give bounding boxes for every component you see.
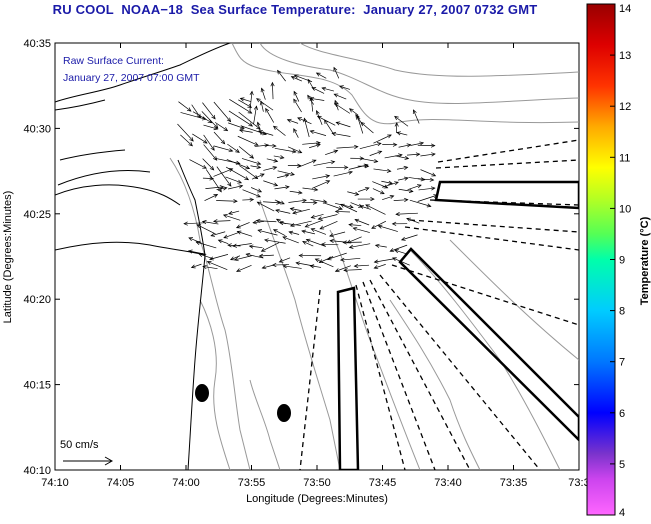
x-axis-title: Longitude (Degrees:Minutes)	[246, 493, 388, 505]
x-tick-label: 74:00	[172, 477, 200, 489]
x-tick-label: 73:3	[568, 477, 589, 489]
colorbar-tick-label: 12	[619, 101, 631, 113]
y-tick-label: 40:30	[23, 123, 51, 135]
y-tick-label: 40:20	[23, 294, 51, 306]
colorbar-tick-label: 9	[619, 255, 625, 267]
x-tick-label: 73:50	[303, 477, 331, 489]
y-axis-title: Latitude (Degrees:Minutes)	[2, 191, 14, 324]
annotation-line1: Raw Surface Current:	[63, 55, 164, 67]
map-frame	[55, 43, 579, 470]
x-tick-label: 73:55	[238, 477, 266, 489]
y-tick-label: 40:10	[23, 465, 51, 477]
colorbar-tick-label: 11	[619, 152, 630, 164]
x-tick-label: 73:45	[369, 477, 397, 489]
colorbar-tick-label: 13	[619, 50, 631, 62]
scale-label: 50 cm/s	[60, 439, 99, 451]
marker-2	[277, 404, 291, 422]
colorbar-tick-label: 5	[619, 459, 625, 471]
y-tick-label: 40:15	[23, 380, 51, 392]
colorbar-tick-label: 7	[619, 357, 625, 369]
colorbar-tick-label: 8	[619, 306, 625, 318]
y-tick-label: 40:25	[23, 209, 51, 221]
marker-1	[195, 384, 209, 402]
colorbar-tick-label: 10	[619, 203, 631, 215]
x-tick-label: 73:40	[434, 477, 462, 489]
colorbar-tick-label: 6	[619, 408, 625, 420]
colorbar-title: Temperature (°C)	[639, 216, 651, 305]
annotation-line2: January 27, 2007 07:00 GMT	[63, 72, 200, 84]
colorbar-tick-label: 4	[619, 507, 625, 519]
x-tick-label: 73:35	[500, 477, 528, 489]
x-tick-label: 74:10	[41, 477, 69, 489]
colorbar-tick-label: 14	[619, 3, 631, 15]
x-tick-label: 74:05	[107, 477, 135, 489]
y-tick-label: 40:35	[23, 38, 51, 50]
